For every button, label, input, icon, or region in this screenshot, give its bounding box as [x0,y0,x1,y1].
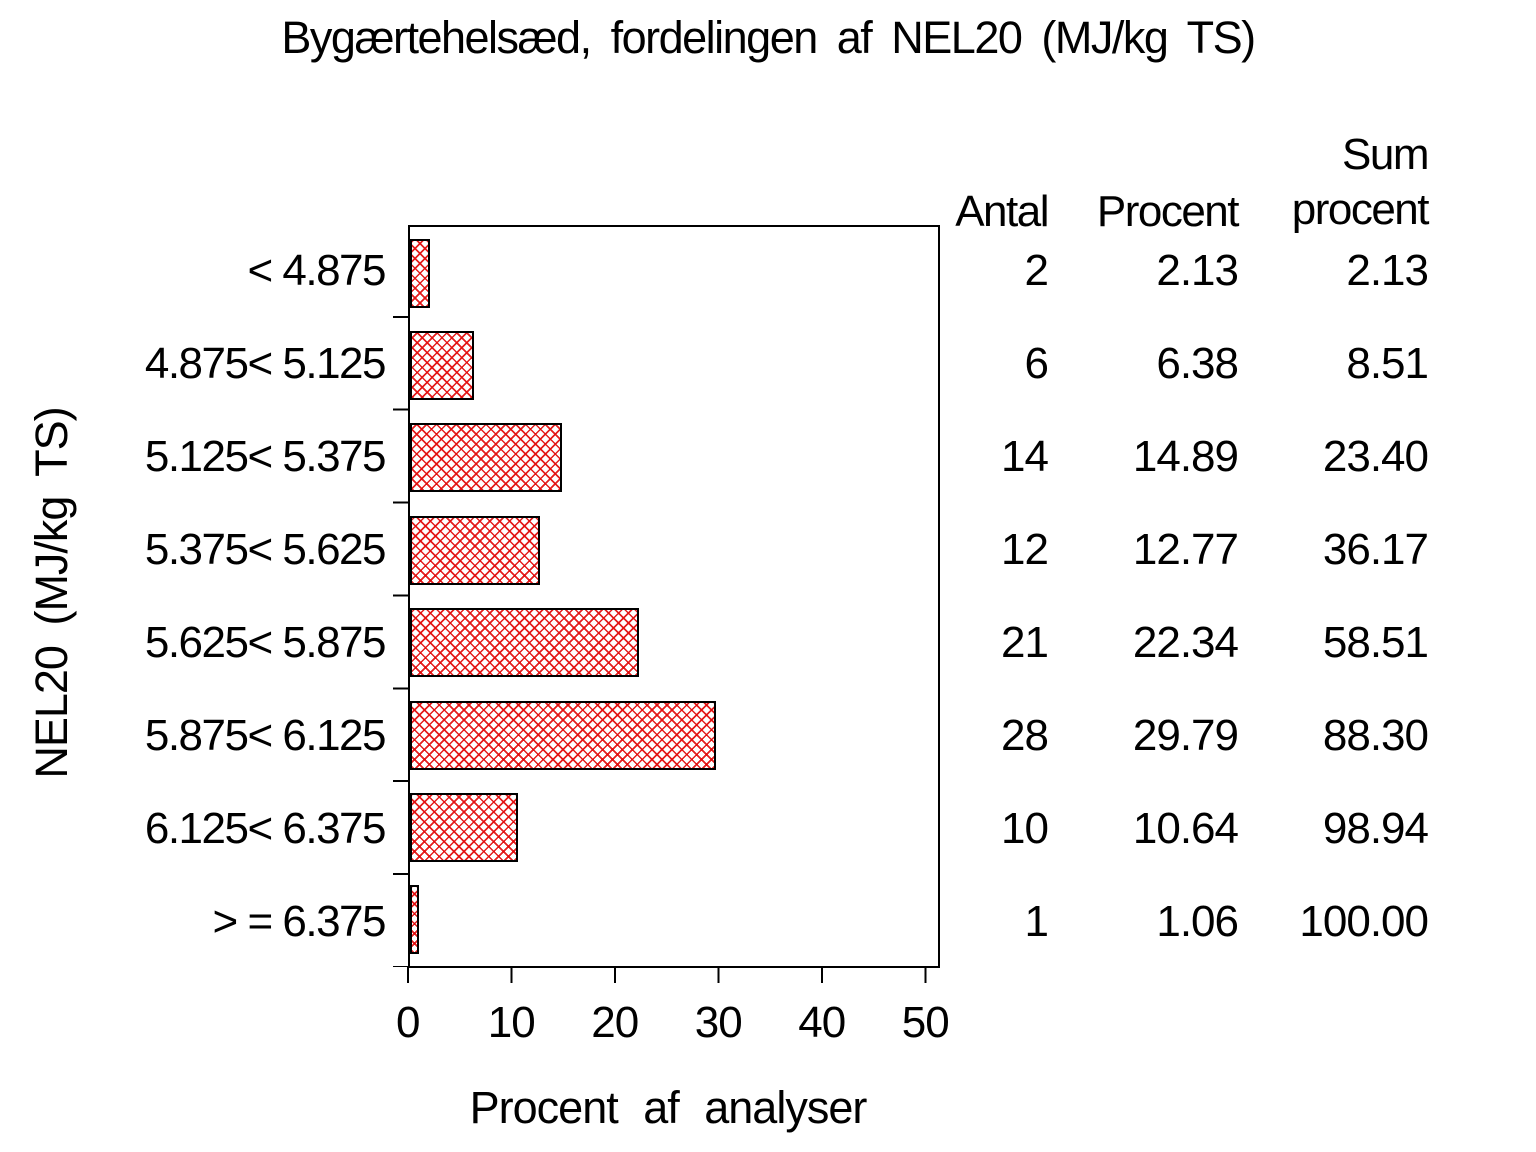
category-label: 4.875< 5.125 [144,339,387,389]
cell-sum: 98.94 [1322,803,1429,853]
cell-sum: 88.30 [1322,710,1429,760]
x-tick-label: 50 [901,998,950,1047]
bar [410,238,430,308]
bar [410,331,474,401]
bars-layer [410,227,938,966]
header-antal: Antal [955,187,1049,236]
category-label: > = 6.375 [212,896,387,946]
cell-procent: 1.06 [1156,896,1239,946]
table-row: 21 22.34 58.51 [848,597,1429,690]
cell-antal: 1 [1024,896,1049,946]
table-row: 28 29.79 88.30 [848,689,1429,782]
bar [410,792,518,862]
category-axis-labels: < 4.875 4.875< 5.125 5.125< 5.375 5.375<… [30,225,387,968]
cell-antal: 10 [1001,803,1049,853]
table-row: 2 2.13 2.13 [848,225,1429,318]
x-axis-title: Procent af analyser [469,1082,868,1133]
category-label: 5.875< 6.125 [144,710,387,760]
bar [410,700,716,770]
cell-antal: 28 [1001,710,1049,760]
cell-sum: 23.40 [1322,432,1429,482]
x-tick-label: 10 [487,998,536,1047]
cell-antal: 14 [1001,432,1049,482]
cell-antal: 2 [1024,246,1049,296]
cell-antal: 21 [1001,617,1049,667]
bar [410,515,540,585]
cell-antal: 12 [1001,525,1049,575]
category-label: 5.125< 5.375 [144,432,387,482]
table-row: 10 10.64 98.94 [848,782,1429,875]
bar [410,423,562,493]
category-label: 5.375< 5.625 [144,525,387,575]
x-tick-label: 0 [396,998,420,1047]
cell-antal: 6 [1024,339,1049,389]
table-row: 14 14.89 23.40 [848,411,1429,504]
header-sum-procent: Sum procent [1291,130,1430,234]
category-axis-ticks [393,225,408,967]
cell-procent: 14.89 [1132,432,1239,482]
cell-sum: 8.51 [1346,339,1429,389]
cell-sum: 100.00 [1299,896,1429,946]
header-procent: Procent [1096,187,1240,236]
x-tick-label: 20 [591,998,639,1047]
cell-procent: 2.13 [1156,246,1239,296]
x-axis-ticks [407,966,928,983]
table-row: 12 12.77 36.17 [848,504,1429,597]
bar [410,608,639,678]
chart-title: Bygærtehelsæd, fordelingen af NEL20 (MJ/… [281,12,1256,63]
cell-sum: 2.13 [1346,246,1429,296]
x-tick-label: 30 [694,998,743,1047]
category-label: 6.125< 6.375 [144,803,387,853]
cell-sum: 58.51 [1322,617,1429,667]
cell-procent: 29.79 [1132,710,1239,760]
cell-sum: 36.17 [1322,525,1429,575]
cell-procent: 22.34 [1132,617,1239,667]
cell-procent: 12.77 [1132,525,1239,575]
category-label: < 4.875 [247,246,386,296]
bar [410,885,419,955]
x-tick-label: 40 [798,998,846,1047]
table-row: 1 1.06 100.00 [848,875,1429,968]
category-label: 5.625< 5.875 [144,617,387,667]
plot-area [408,225,940,968]
cell-procent: 6.38 [1156,339,1239,389]
stats-table: 2 2.13 2.13 6 6.38 8.51 14 14.89 23.40 1… [848,225,1429,968]
table-row: 6 6.38 8.51 [848,318,1429,411]
x-axis-tick-labels: 0 10 20 30 40 50 [356,998,977,1048]
stats-table-header: Antal Procent Sum procent [848,112,1430,237]
cell-procent: 10.64 [1132,803,1239,853]
